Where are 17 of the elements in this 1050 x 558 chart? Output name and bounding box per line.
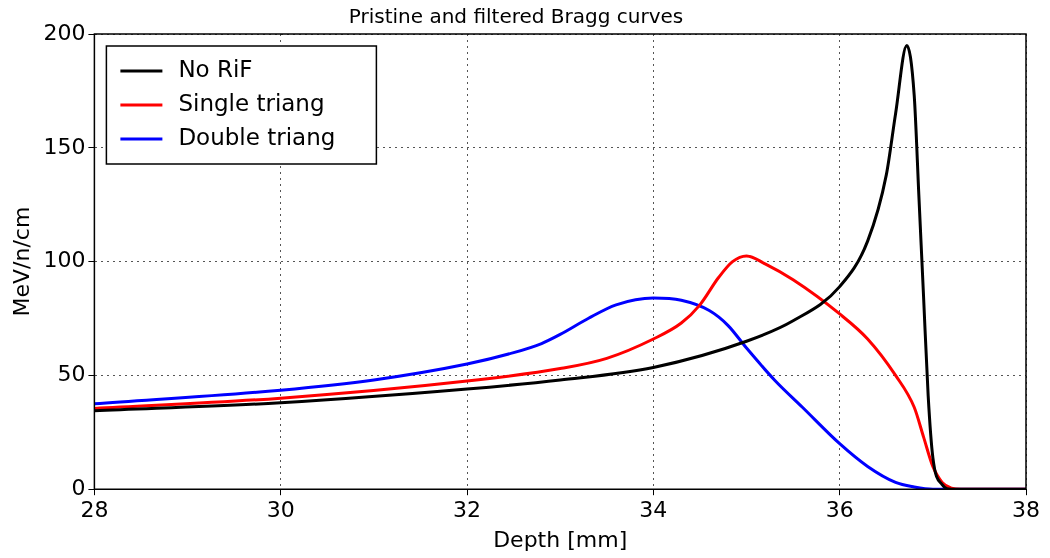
- y-axis-title: MeV/n/cm: [8, 206, 34, 317]
- x-tick-label: 38: [1012, 497, 1040, 523]
- y-tick-label: 0: [71, 474, 86, 500]
- y-tick-label: 150: [43, 133, 86, 159]
- x-tick-label: 34: [639, 497, 668, 523]
- x-tick-label: 36: [825, 497, 854, 523]
- x-tick-label: 28: [80, 497, 109, 523]
- y-tick-label: 200: [43, 19, 86, 45]
- x-axis-title: Depth [mm]: [493, 526, 628, 552]
- y-tick-label: 50: [57, 361, 86, 387]
- legend-label: Double triang: [178, 123, 336, 150]
- legend-label: Single triang: [178, 89, 325, 116]
- x-tick-label: 30: [266, 497, 295, 523]
- chart-title: Pristine and filtered Bragg curves: [348, 4, 684, 29]
- y-tick-label: 100: [43, 247, 86, 273]
- x-tick-label: 32: [453, 497, 482, 523]
- legend-label: No RiF: [178, 55, 253, 82]
